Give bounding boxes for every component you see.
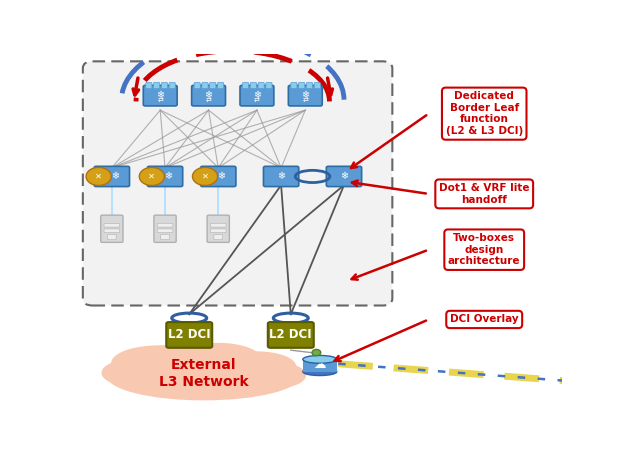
FancyBboxPatch shape — [194, 82, 200, 89]
FancyBboxPatch shape — [157, 229, 173, 233]
Text: ❄: ❄ — [277, 171, 285, 182]
Text: ☁: ☁ — [313, 358, 326, 371]
FancyBboxPatch shape — [210, 82, 216, 89]
Text: Dedicated
Border Leaf
function
(L2 & L3 DCI): Dedicated Border Leaf function (L2 & L3 … — [446, 91, 523, 136]
FancyBboxPatch shape — [250, 82, 256, 89]
FancyBboxPatch shape — [306, 82, 313, 89]
FancyBboxPatch shape — [314, 82, 320, 89]
Text: ❄: ❄ — [253, 90, 261, 100]
FancyBboxPatch shape — [299, 82, 305, 89]
FancyBboxPatch shape — [210, 229, 226, 233]
FancyBboxPatch shape — [326, 166, 362, 187]
Text: L2 DCI: L2 DCI — [270, 328, 312, 341]
FancyBboxPatch shape — [100, 215, 123, 242]
FancyBboxPatch shape — [291, 82, 297, 89]
FancyBboxPatch shape — [94, 166, 130, 187]
Text: ❄: ❄ — [217, 171, 225, 182]
Text: L2 DCI: L2 DCI — [168, 328, 210, 341]
FancyBboxPatch shape — [147, 166, 183, 187]
FancyBboxPatch shape — [144, 85, 177, 106]
FancyBboxPatch shape — [207, 215, 230, 242]
Ellipse shape — [247, 363, 305, 387]
FancyBboxPatch shape — [104, 229, 120, 233]
FancyBboxPatch shape — [200, 166, 236, 187]
FancyBboxPatch shape — [104, 223, 120, 227]
FancyBboxPatch shape — [240, 85, 274, 106]
Ellipse shape — [218, 352, 296, 381]
FancyBboxPatch shape — [258, 82, 264, 89]
Text: ✕: ✕ — [149, 172, 155, 181]
Text: DCI Overlay: DCI Overlay — [450, 314, 519, 324]
Ellipse shape — [175, 343, 262, 378]
Text: ⇄: ⇄ — [303, 97, 308, 103]
Text: ❄: ❄ — [301, 90, 310, 100]
Text: ❄: ❄ — [164, 171, 172, 182]
Text: ✕: ✕ — [202, 172, 208, 181]
Ellipse shape — [303, 368, 337, 376]
FancyBboxPatch shape — [218, 82, 223, 89]
FancyBboxPatch shape — [157, 223, 173, 227]
Text: ❄: ❄ — [111, 171, 119, 182]
FancyBboxPatch shape — [154, 82, 160, 89]
FancyBboxPatch shape — [146, 82, 152, 89]
Circle shape — [86, 167, 111, 186]
FancyBboxPatch shape — [263, 166, 299, 187]
Text: ❄: ❄ — [205, 90, 213, 100]
Ellipse shape — [107, 351, 301, 400]
FancyBboxPatch shape — [210, 223, 226, 227]
FancyBboxPatch shape — [107, 235, 116, 240]
Text: External
L3 Network: External L3 Network — [159, 358, 248, 389]
FancyBboxPatch shape — [83, 61, 392, 305]
FancyBboxPatch shape — [162, 82, 167, 89]
Text: ⇄: ⇄ — [157, 97, 163, 103]
FancyBboxPatch shape — [303, 359, 337, 371]
Ellipse shape — [102, 359, 170, 386]
Text: ❄: ❄ — [156, 90, 164, 100]
Circle shape — [192, 167, 218, 186]
Text: ⇄: ⇄ — [254, 97, 260, 103]
Circle shape — [139, 167, 164, 186]
FancyBboxPatch shape — [192, 85, 225, 106]
FancyBboxPatch shape — [166, 322, 212, 348]
Ellipse shape — [112, 346, 208, 380]
FancyBboxPatch shape — [268, 322, 314, 348]
FancyBboxPatch shape — [243, 82, 248, 89]
Ellipse shape — [303, 356, 337, 363]
Text: ⇄: ⇄ — [206, 97, 212, 103]
Circle shape — [312, 349, 321, 356]
Text: Dot1 & VRF lite
handoff: Dot1 & VRF lite handoff — [439, 183, 530, 205]
Text: ❄: ❄ — [340, 171, 348, 182]
Text: ✕: ✕ — [95, 172, 102, 181]
FancyBboxPatch shape — [266, 82, 272, 89]
FancyBboxPatch shape — [288, 85, 322, 106]
Text: Two-boxes
design
architecture: Two-boxes design architecture — [448, 233, 520, 266]
FancyBboxPatch shape — [202, 82, 208, 89]
FancyBboxPatch shape — [161, 235, 169, 240]
FancyBboxPatch shape — [214, 235, 223, 240]
FancyBboxPatch shape — [169, 82, 175, 89]
FancyBboxPatch shape — [154, 215, 176, 242]
